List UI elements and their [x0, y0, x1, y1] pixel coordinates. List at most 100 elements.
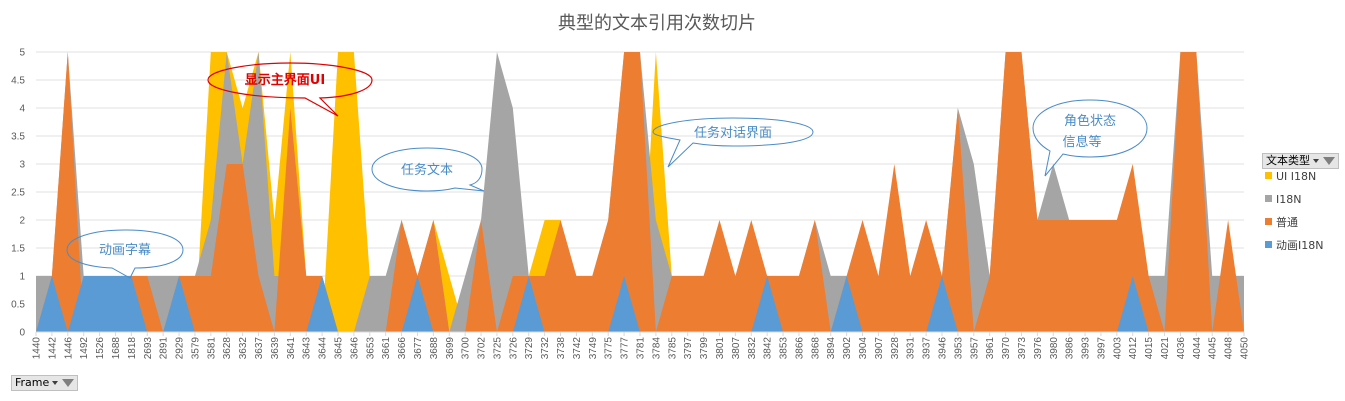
y-tick-label: 2 [19, 216, 25, 227]
y-tick-label: 1.5 [11, 244, 25, 255]
x-tick-label: 3931 [906, 337, 917, 360]
dropdown-arrow-icon [52, 381, 59, 385]
x-tick-label: 1688 [111, 337, 122, 360]
x-tick-label: 3868 [810, 337, 821, 360]
x-tick-label: 3973 [1017, 337, 1028, 360]
series-areas [36, 52, 1244, 332]
annotation-text: 动画字幕 [99, 243, 151, 258]
filter-funnel-icon [62, 379, 75, 387]
legend-entry: I18N [1276, 193, 1301, 206]
annotation-text: 角色状态 [1064, 113, 1116, 129]
annotation-text: 显示主界面UI [245, 72, 325, 88]
annotation-animation-subtitle: 动画字幕 [66, 229, 184, 279]
x-tick-label: 1526 [95, 337, 106, 360]
x-tick-label: 3775 [604, 337, 615, 360]
callout-bubble [652, 117, 814, 168]
x-tick-label: 3907 [874, 337, 885, 360]
x-tick-label: 4015 [1144, 337, 1155, 360]
x-tick-label: 3797 [683, 337, 694, 360]
x-tick-label: 4036 [1176, 337, 1187, 360]
x-tick-label: 2693 [143, 337, 154, 360]
annotation-main-ui: 显示主界面UI [207, 62, 373, 117]
series-area-UI-I18N [36, 52, 1244, 332]
callout-bubble [1032, 99, 1148, 177]
x-tick-label: 4012 [1128, 337, 1139, 360]
x-tick-label: 3832 [747, 337, 758, 360]
x-tick-label: 4003 [1112, 337, 1123, 360]
x-tick-label: 3688 [429, 337, 440, 360]
x-tick-label: 3928 [890, 337, 901, 360]
y-tick-label: 0 [19, 328, 25, 339]
y-tick-label: 3.5 [11, 132, 25, 143]
x-tick-label: 4044 [1192, 337, 1203, 360]
x-tick-label: 3749 [588, 337, 599, 360]
legend-field-button[interactable]: 文本类型 [1262, 153, 1339, 169]
x-tick-label: 3661 [381, 337, 392, 360]
x-tick-label: 3970 [1001, 337, 1012, 360]
y-tick-label: 3 [19, 160, 25, 171]
x-tick-label: 3646 [349, 337, 360, 360]
legend-entry: 动画I18N [1276, 239, 1323, 252]
x-tick-label: 3579 [190, 337, 201, 360]
x-tick-label: 3628 [222, 337, 233, 360]
axis-field-button[interactable]: Frame [11, 375, 79, 391]
x-tick-label: 3644 [318, 337, 329, 360]
filter-funnel-icon [1323, 157, 1335, 165]
x-tick-label: 4021 [1160, 337, 1171, 360]
x-tick-label: 3807 [731, 337, 742, 360]
legend-swatch [1265, 218, 1272, 225]
y-tick-label: 4 [19, 104, 25, 115]
callout-bubble [207, 62, 373, 117]
x-tick-label: 3976 [1033, 337, 1044, 360]
axis-field-label: Frame [15, 376, 50, 389]
x-tick-label: 3946 [938, 337, 949, 360]
x-tick-label: 1492 [79, 337, 90, 360]
x-tick-label: 4048 [1224, 337, 1235, 360]
series-area-动画I18N [36, 276, 1244, 332]
x-tick-label: 3726 [508, 337, 519, 360]
x-tick-label: 3666 [397, 337, 408, 360]
x-tick-label: 3777 [620, 337, 631, 360]
x-tick-label: 1446 [63, 337, 74, 360]
x-tick-label: 1440 [32, 337, 43, 360]
x-tick-label: 3581 [206, 337, 217, 360]
y-tick-label: 4.5 [11, 76, 25, 87]
x-tick-label: 3842 [763, 337, 774, 360]
x-tick-label: 3866 [794, 337, 805, 360]
x-tick-label: 3799 [699, 337, 710, 360]
legend-entry: UI I18N [1276, 170, 1316, 183]
legend-swatch [1265, 195, 1272, 202]
legend-swatch [1265, 172, 1272, 179]
x-tick-label: 3653 [365, 337, 376, 360]
x-tick-label: 3702 [477, 337, 488, 360]
dropdown-arrow-icon [1313, 159, 1319, 163]
legend-field-label: 文本类型 [1266, 154, 1310, 167]
x-tick-label: 4050 [1240, 337, 1251, 360]
x-tick-label: 3961 [985, 337, 996, 360]
annotation-character-status: 角色状态 信息等 [1032, 99, 1148, 177]
x-tick-label: 3957 [969, 337, 980, 360]
x-tick-label: 3632 [238, 337, 249, 360]
y-tick-label: 5 [19, 48, 25, 59]
x-tick-label: 3784 [651, 337, 662, 360]
annotation-text: 任务文本 [401, 162, 453, 178]
annotation-text: 信息等 [1062, 134, 1101, 150]
x-tick-label: 3732 [540, 337, 551, 360]
x-tick-label: 3641 [286, 337, 297, 360]
x-tick-label: 3904 [858, 337, 869, 360]
y-axis-ticks: 0 0.5 1 1.5 2 2.5 3 3.5 4 4.5 5 [11, 48, 25, 339]
annotation-text: 任务对话界面 [694, 125, 772, 141]
x-tick-label: 3643 [302, 337, 313, 360]
legend-entry: 普通 [1276, 215, 1298, 229]
legend-swatch [1265, 241, 1272, 248]
x-tick-label: 3986 [1065, 337, 1076, 360]
x-tick-label: 3738 [556, 337, 567, 360]
annotation-task-text: 任务文本 [371, 147, 485, 192]
x-tick-label: 3785 [667, 337, 678, 360]
x-tick-label: 3637 [254, 337, 265, 360]
x-tick-label: 2891 [159, 337, 170, 360]
callout-bubble [371, 147, 485, 192]
series-area-普通 [36, 52, 1244, 332]
x-tick-label: 1818 [127, 337, 138, 360]
